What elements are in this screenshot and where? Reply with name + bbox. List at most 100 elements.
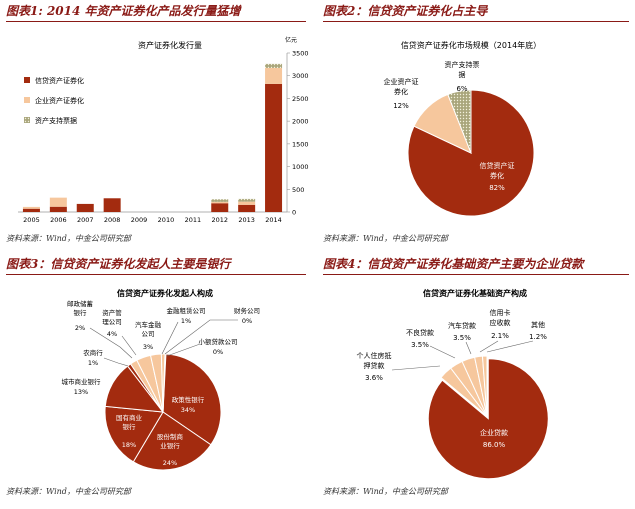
leader-npl [429,345,456,359]
leader-rural [103,357,129,367]
chart-1-y-tick-label: 3500 [292,50,309,58]
chart-1-x-tick-label: 2008 [104,216,121,224]
label-auto-finance-value: 3% [143,343,153,351]
chart-4-labels: 企业贷款 86.0% 个人住房抵押贷款 3.6% 不良贷款 3.5% 汽车贷款 … [357,308,548,449]
panel-3-title-rule [6,274,306,275]
leader-leasing [161,321,179,355]
leader-credit-card [479,340,499,353]
chart-1-bar-2012-s2 [211,199,229,202]
chart-3-leader-lines [89,319,238,367]
label-policy-bank-value: 34% [181,406,195,414]
chart-3-slice-0 [162,353,222,446]
label-joint-stock: 股份制商业银行 [157,432,184,450]
chart-4-slice-0 [427,358,549,480]
label-corp-loan: 企业贷款 [480,428,508,437]
label-credit-name: 信贷资产证券化 [480,161,515,180]
panel-1-title-rule [6,21,306,22]
label-credit-card: 信用卡应收款 [490,308,511,327]
chart-4-leader-lines [391,340,534,371]
chart-1-x-tick-label: 2013 [238,216,255,224]
legend-label-abn: 资产支持票据 [35,116,77,125]
label-state-bank-value: 18% [122,441,136,449]
label-city-bank-value: 13% [74,388,88,396]
chart-1-x-tick-label: 2011 [185,216,202,224]
panel-1-title: 图表1: 2014 年资产证券化产品发行量猛增 [6,4,241,18]
chart-1-bar-2014-s0 [265,83,283,213]
chart-2-slice-2 [447,89,472,154]
legend-swatch-credit [24,77,30,83]
label-corp-loan-value: 86.0% [483,441,506,449]
chart-1-bar-2005-s0 [22,208,40,212]
chart-1-bar-2012-s1 [211,201,229,204]
chart-1-bar-2013-s1 [238,201,256,205]
label-state-bank: 国有商业银行 [116,413,143,431]
label-corporate-name: 企业资产证券化 [384,77,419,96]
panel-2-title-rule [323,21,629,22]
chart-1-y-tick-label: 2000 [292,118,309,126]
legend-label-corporate: 企业资产证券化 [35,96,84,105]
chart-1-x-tick-label: 2012 [211,216,228,224]
panel-2-title: 图表2：信贷资产证券化占主导 [323,4,488,18]
chart-1-bar-2006-s0 [49,206,67,212]
panel-3-title: 图表3：信贷资产证券化发起人主要是银行 [6,257,231,271]
chart-4: 信贷资产证券化基础资产构成 企业贷款 86.0% 个人住房抵押贷款 3.6% 不… [357,288,549,480]
chart-1-bar-2005-s1 [22,206,40,209]
leader-other [486,340,534,353]
chart-1-bar-2014-s2 [265,63,283,68]
leader-postal [89,327,133,359]
chart-1-bar-2008-s0 [103,198,121,212]
label-city-bank: 城市商业银行 [62,377,102,386]
label-amc-value: 4% [107,330,117,338]
label-microloan: 小额贷款公司 [199,337,238,346]
leader-auto-loan [465,341,472,355]
label-mortgage-value: 3.6% [365,374,383,382]
chart-1-bar-2007-s0 [76,203,94,212]
label-amc: 资产管理公司 [102,308,122,326]
chart-1-bar-2013-s2 [238,198,256,202]
label-auto-loan: 汽车贷款 [448,321,476,330]
leader-finance-co [164,319,238,355]
label-npl-value: 3.5% [411,341,429,349]
legend-label-credit: 信贷资产证券化 [35,76,84,85]
label-policy-bank: 政策性银行 [172,395,205,404]
chart-1-unit-label: 亿元 [285,36,297,44]
leader-microloan [166,343,201,357]
label-mortgage: 个人住房抵押贷款 [357,351,392,370]
panel-2-source: 资料来源：Wind，中金公司研究部 [323,234,448,243]
label-microloan-value: 0% [213,348,223,356]
panel-4-title-rule [323,274,629,275]
chart-1-title: 资产证券化发行量 [138,40,202,50]
chart-4-title: 信贷资产证券化基础资产构成 [423,288,527,298]
label-corporate-value: 12% [393,102,409,110]
label-npl: 不良贷款 [406,328,434,337]
label-abn-name: 资产支持票据 [445,60,480,79]
chart-4-slice-5 [481,355,488,417]
leader-mortgage [391,365,441,371]
label-rural-bank-value: 1% [88,359,98,367]
chart-1-y-tick-label: 3000 [292,72,309,80]
chart-1-x-tick-label: 2009 [131,216,148,224]
chart-1-x-tick-label: 2007 [77,216,94,224]
label-abn-value: 6% [456,85,467,93]
chart-3-labels: 政策性银行 34% 股份制商业银行 24% 国有商业银行 18% 城市商业银行 … [62,299,261,467]
panel-3-source: 资料来源：Wind，中金公司研究部 [6,487,131,496]
label-postal-bank-value: 2% [75,324,85,332]
label-rural-bank: 农商行 [83,348,103,357]
chart-1-bar-2013-s0 [238,204,256,212]
legend-swatch-abn [24,117,30,123]
label-finance-co: 财务公司 [234,306,260,315]
chart-1-bar-2014-s1 [265,67,283,84]
chart-1-y-tick-label: 1500 [292,140,309,148]
chart-1-y-tick-label: 1000 [292,163,309,171]
chart-1-y-tick-label: 0 [292,209,296,217]
chart-3-slice-2 [104,405,164,463]
chart-3-slice-10 [162,353,167,413]
label-joint-stock-value: 24% [163,459,177,467]
chart-3-slice-1 [132,411,212,471]
label-auto-loan-value: 3.5% [453,334,471,342]
panel-1-source: 资料来源：Wind，中金公司研究部 [6,234,131,243]
chart-1-x-tick-label: 2014 [265,216,282,224]
label-leasing-value: 1% [181,317,191,325]
chart-1-bar-2006-s1 [49,197,67,207]
